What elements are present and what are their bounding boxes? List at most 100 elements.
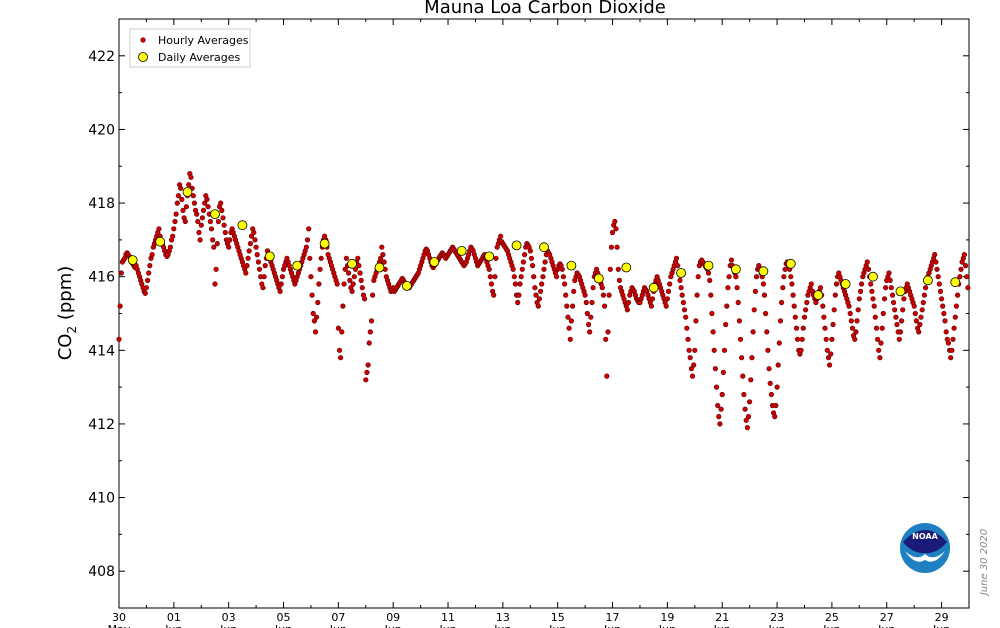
hourly-point xyxy=(359,285,365,291)
x-tick-label: 21 xyxy=(715,611,729,624)
hourly-point xyxy=(943,329,949,335)
hourly-point xyxy=(873,325,880,331)
hourly-point xyxy=(255,259,262,265)
hourly-point xyxy=(679,292,685,298)
noaa-logo: NOAA xyxy=(900,523,950,573)
x-tick-label: 27 xyxy=(880,611,894,624)
hourly-point xyxy=(649,296,656,302)
hourly-point xyxy=(853,329,859,335)
daily-point xyxy=(813,290,824,301)
hourly-point xyxy=(315,299,321,306)
hourly-point xyxy=(520,259,527,265)
hourly-point xyxy=(766,366,772,372)
noaa-logo-bird-shape xyxy=(903,530,947,554)
hourly-point xyxy=(156,226,162,232)
hourly-point xyxy=(604,373,610,379)
hourly-point xyxy=(612,218,618,225)
hourly-point xyxy=(916,329,922,335)
x-tick-month: Jun xyxy=(274,623,292,628)
hourly-point xyxy=(227,237,233,243)
hourly-point xyxy=(262,263,268,269)
hourly-point xyxy=(278,281,284,287)
daily-point xyxy=(566,260,577,271)
hourly-point xyxy=(648,303,655,309)
y-tick-label: 416 xyxy=(88,270,115,286)
x-tick-month: Jun xyxy=(877,623,895,628)
hourly-point xyxy=(817,285,824,291)
hourly-point xyxy=(772,414,778,420)
legend-daily-marker xyxy=(138,52,148,62)
hourly-point xyxy=(487,274,493,280)
hourly-point xyxy=(933,259,939,265)
hourly-point xyxy=(856,296,862,302)
hourly-point xyxy=(775,362,781,368)
y-tick-label: 422 xyxy=(88,49,115,65)
hourly-point xyxy=(355,255,361,261)
x-tick-label: 25 xyxy=(825,611,839,624)
hourly-point xyxy=(900,307,906,313)
hourly-point xyxy=(962,263,969,269)
hourly-point xyxy=(190,193,196,199)
hourly-point xyxy=(858,281,865,287)
hourly-point xyxy=(680,299,687,306)
hourly-point xyxy=(664,296,671,302)
hourly-point xyxy=(964,274,970,280)
hourly-point xyxy=(790,292,796,298)
legend-hourly-label: Hourly Averages xyxy=(158,34,249,47)
hourly-point xyxy=(541,266,547,272)
hourly-point xyxy=(753,274,760,280)
hourly-point xyxy=(512,281,519,287)
hourly-point xyxy=(582,292,588,298)
hourly-point xyxy=(118,270,124,276)
hourly-point xyxy=(734,285,740,291)
hourly-point xyxy=(932,252,938,258)
hourly-point xyxy=(952,314,958,320)
hourly-point xyxy=(221,222,227,228)
hourly-point xyxy=(571,288,577,295)
hourly-point xyxy=(711,347,717,353)
hourly-point xyxy=(615,266,621,272)
hourly-point xyxy=(381,259,387,265)
hourly-point xyxy=(563,292,569,298)
hourly-point xyxy=(802,307,809,313)
plot-frame xyxy=(118,18,970,609)
daily-point xyxy=(292,260,303,271)
hourly-point xyxy=(686,347,692,353)
hourly-point xyxy=(175,193,181,199)
hourly-point xyxy=(708,292,714,298)
hourly-point xyxy=(367,329,373,335)
hourly-point xyxy=(776,340,782,346)
hourly-point xyxy=(279,274,286,280)
hourly-series xyxy=(116,171,971,431)
x-tick-label: 15 xyxy=(551,611,565,624)
hourly-point xyxy=(854,318,860,324)
hourly-point xyxy=(199,215,205,221)
hourly-point xyxy=(542,259,548,265)
daily-point xyxy=(539,242,549,253)
daily-point xyxy=(456,245,467,256)
hourly-point xyxy=(222,229,228,236)
hourly-point xyxy=(117,303,123,309)
hourly-point xyxy=(780,285,786,291)
hourly-point xyxy=(339,329,345,335)
hourly-point xyxy=(937,288,944,295)
hourly-point xyxy=(613,226,619,232)
hourly-point xyxy=(777,318,784,324)
hourly-point xyxy=(368,318,375,324)
hourly-point xyxy=(351,274,357,280)
daily-point xyxy=(676,268,686,278)
hourly-point xyxy=(913,318,920,324)
hourly-point xyxy=(738,355,745,361)
hourly-point xyxy=(865,266,872,272)
hourly-point xyxy=(748,377,754,383)
hourly-point xyxy=(745,414,752,420)
hourly-point xyxy=(782,266,788,272)
hourly-point xyxy=(517,281,523,287)
hourly-point xyxy=(535,303,541,309)
x-axis: 30May01Jun03Jun05Jun07Jun09Jun11Jun13Jun… xyxy=(108,19,970,628)
x-tick-label: 13 xyxy=(496,611,510,624)
hourly-point xyxy=(774,384,780,390)
y-axis: 408 410 412 414 416 418 420 422 xyxy=(88,49,969,609)
hourly-point xyxy=(170,233,176,239)
